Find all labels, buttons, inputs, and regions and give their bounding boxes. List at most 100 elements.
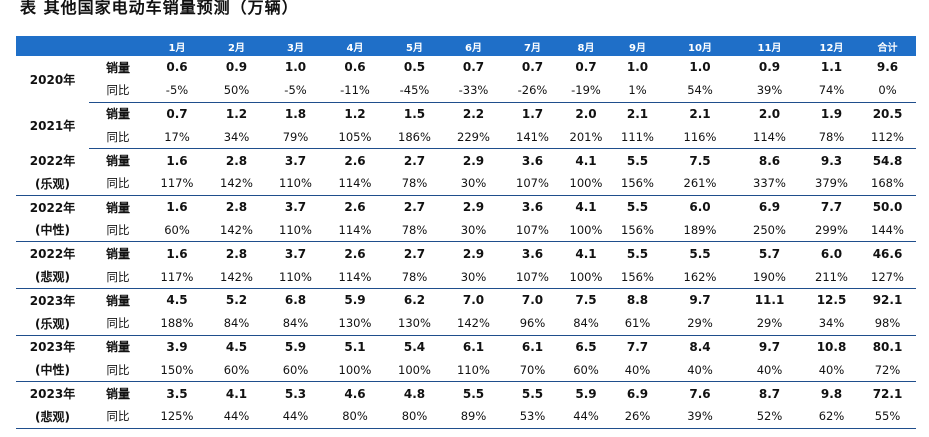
table-cell: 107% xyxy=(503,218,562,243)
table-row: (悲观) 同比 125% 44% 44% 80% 80% 89% 53% 44% 26% 39% 52%… xyxy=(16,404,916,429)
column-header: 7月 xyxy=(503,36,562,56)
table-cell: 2.7 xyxy=(403,153,426,168)
header-blank-year xyxy=(16,36,89,56)
table-cell: 30% xyxy=(444,171,503,196)
row-metric-label: 同比 xyxy=(89,78,147,103)
table-cell: 105% xyxy=(325,125,385,150)
table-cell: 100% xyxy=(562,265,610,289)
table-cell: 80% xyxy=(385,404,444,429)
column-header: 6月 xyxy=(444,36,503,56)
table-cell: 29% xyxy=(735,311,804,336)
table-cell: 30% xyxy=(444,218,503,243)
table-cell: 6.1 xyxy=(521,339,544,354)
table-cell: 111% xyxy=(610,125,665,150)
table-cell: 5.4 xyxy=(403,339,426,354)
table-cell: 156% xyxy=(610,265,665,289)
table-cell: 3.6 xyxy=(521,200,544,215)
table-cell: -45% xyxy=(385,78,444,103)
table-row: (乐观) 同比 117% 142% 110% 114% 78% 30% 107% 100% 156%… xyxy=(16,171,916,196)
table-cell: 110% xyxy=(266,265,325,289)
table-cell: 7.0 xyxy=(521,293,544,308)
column-header: 12月 xyxy=(804,36,859,56)
table-cell: 80.1 xyxy=(872,339,903,354)
table-row: 2022年 销量 1.6 2.8 3.7 2.6 2.7 2.9 3.6 4.1 5.5 7.5 8.6… xyxy=(16,149,916,172)
table-cell: 80% xyxy=(325,404,385,429)
table-cell: 5.3 xyxy=(284,386,307,401)
table-cell: 78% xyxy=(385,218,444,243)
table-cell: 0% xyxy=(859,78,916,103)
table-cell: -26% xyxy=(503,78,562,103)
row-group-sublabel: (乐观) xyxy=(16,171,89,196)
table-cell: 5.5 xyxy=(689,246,711,261)
table-cell: 110% xyxy=(266,171,325,196)
table-cell: 0.6 xyxy=(166,60,188,75)
row-metric-label: 同比 xyxy=(89,218,147,243)
table-cell: 34% xyxy=(207,125,266,150)
table-cell: 2.1 xyxy=(626,106,649,121)
table-cell: 142% xyxy=(444,311,503,336)
forecast-table: 1月 2月 3月 4月 5月 6月 7月 8月 9月 10月 11月 12月 合计 2020年 销量 0.6… xyxy=(16,36,916,429)
column-header: 5月 xyxy=(385,36,444,56)
table-cell: 1.0 xyxy=(689,60,711,75)
table-cell: 9.7 xyxy=(689,293,711,308)
table-cell: 201% xyxy=(562,125,610,150)
table-cell: 5.1 xyxy=(344,339,366,354)
table-cell: 8.4 xyxy=(689,339,711,354)
table-cell: 261% xyxy=(665,171,735,196)
table-row: (中性) 同比 60% 142% 110% 114% 78% 30% 107% 100% 156% 1… xyxy=(16,218,916,243)
table-cell: 3.5 xyxy=(166,386,188,401)
table-cell: 5.9 xyxy=(575,386,597,401)
table-row: 同比 -5% 50% -5% -11% -45% -33% -26% -19% 1% 54% 39% 7… xyxy=(16,78,916,103)
row-metric-label: 销量 xyxy=(105,107,130,122)
table-cell: 7.6 xyxy=(689,386,711,401)
table-cell: 141% xyxy=(503,125,562,150)
row-group-label: 2022年 xyxy=(29,153,76,168)
table-cell: 107% xyxy=(503,265,562,289)
table-cell: 79% xyxy=(266,125,325,150)
table-cell: 1.5 xyxy=(403,106,426,121)
table-cell: 98% xyxy=(859,311,916,336)
table-cell: 1.0 xyxy=(626,60,649,75)
column-header: 合计 xyxy=(859,36,916,56)
table-cell: 1.6 xyxy=(166,246,188,261)
table-cell: 6.8 xyxy=(284,293,307,308)
table-cell: 1.6 xyxy=(166,200,188,215)
table-cell: -5% xyxy=(266,78,325,103)
table-cell: 0.9 xyxy=(225,60,248,75)
table-cell: 7.7 xyxy=(820,200,843,215)
table-cell: 70% xyxy=(503,358,562,383)
table-cell: 5.9 xyxy=(344,293,366,308)
table-cell: 1.2 xyxy=(225,106,248,121)
table-cell: 54.8 xyxy=(872,153,903,168)
table-cell: 6.9 xyxy=(758,200,781,215)
table-cell: 4.5 xyxy=(225,339,248,354)
table-cell: 130% xyxy=(325,311,385,336)
table-cell: 7.7 xyxy=(626,339,649,354)
table-cell: 34% xyxy=(804,311,859,336)
column-header: 8月 xyxy=(562,36,610,56)
row-metric-label: 同比 xyxy=(89,311,147,336)
table-cell: 60% xyxy=(207,358,266,383)
table-cell: 6.0 xyxy=(689,200,711,215)
table-cell: 2.9 xyxy=(462,153,485,168)
row-metric-label: 销量 xyxy=(105,293,130,308)
column-header: 2月 xyxy=(207,36,266,56)
column-header: 9月 xyxy=(610,36,665,56)
table-cell: 2.9 xyxy=(462,200,485,215)
table-cell: 4.8 xyxy=(403,386,426,401)
table-body: 2020年 销量 0.6 0.9 1.0 0.6 0.5 0.7 0.7 0.7 1.0 1.0 0.9… xyxy=(16,56,916,429)
table-cell: 50% xyxy=(207,78,266,103)
table-cell: 44% xyxy=(562,404,610,429)
table-cell: 3.7 xyxy=(284,246,307,261)
table-cell: 5.2 xyxy=(225,293,248,308)
table-row: 2023年 销量 3.9 4.5 5.9 5.1 5.4 6.1 6.1 6.5 7.7 8.4 9.7… xyxy=(16,335,916,358)
table-cell: 17% xyxy=(147,125,207,150)
table-cell: 2.7 xyxy=(403,200,426,215)
table-cell: 3.6 xyxy=(521,246,544,261)
table-cell: 6.0 xyxy=(820,246,843,261)
table-cell: 156% xyxy=(610,171,665,196)
table-cell: 114% xyxy=(325,171,385,196)
table-title: 表 其他国家电动车销量预测（万辆） xyxy=(20,0,299,17)
table-cell: 0.9 xyxy=(758,60,781,75)
table-cell: 7.5 xyxy=(575,293,597,308)
